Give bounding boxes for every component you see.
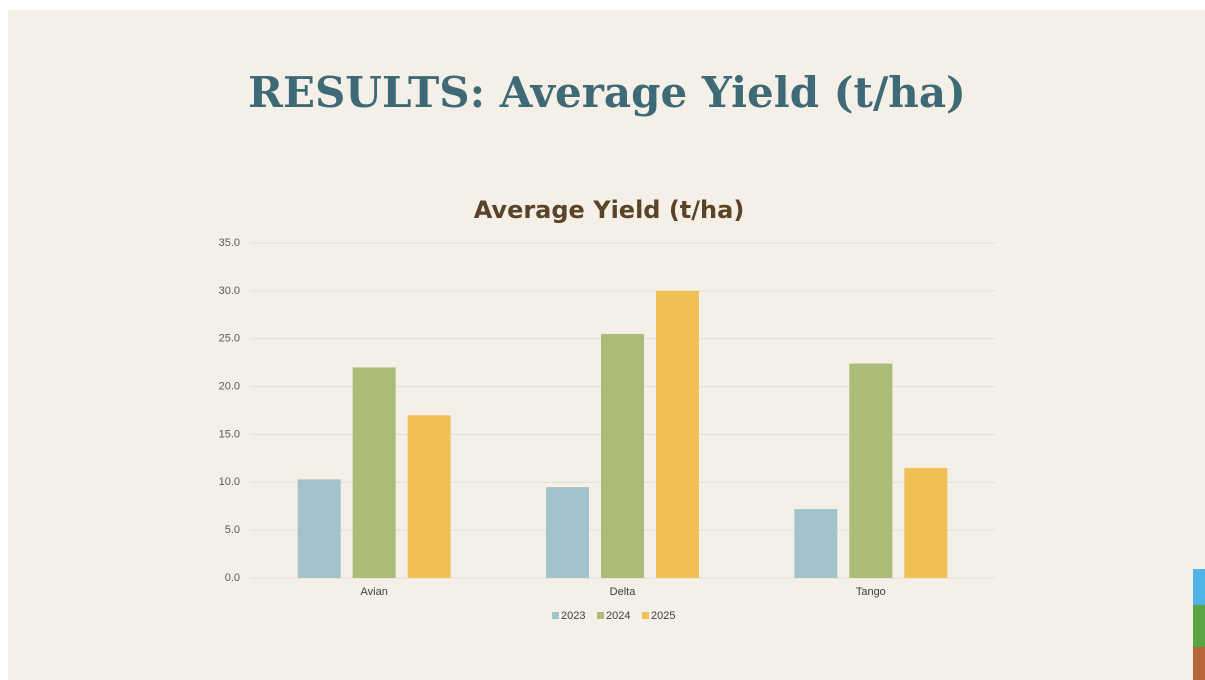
y-tick-label: 0.0 <box>225 572 240 584</box>
y-tick-label: 15.0 <box>219 428 240 440</box>
legend-swatch <box>597 612 604 619</box>
slide-title: RESULTS: Average Yield (t/ha) <box>248 68 966 117</box>
x-tick-label: Tango <box>856 586 886 598</box>
x-tick-label: Delta <box>610 586 637 598</box>
legend-label: 2025 <box>651 610 675 622</box>
bar <box>298 479 341 578</box>
y-tick-label: 35.0 <box>219 237 240 249</box>
chart-title: Average Yield (t/ha) <box>474 196 745 224</box>
y-tick-label: 10.0 <box>219 476 240 488</box>
legend-label: 2024 <box>606 610 630 622</box>
bar <box>408 415 451 578</box>
bar <box>353 367 396 578</box>
bar <box>601 334 644 578</box>
y-tick-label: 30.0 <box>219 285 240 297</box>
y-tick-label: 20.0 <box>219 380 240 392</box>
decor-grass <box>1193 605 1205 647</box>
bar <box>904 468 947 578</box>
legend-swatch <box>552 612 559 619</box>
bar <box>546 487 589 578</box>
bar <box>849 364 892 578</box>
bar <box>794 509 837 578</box>
legend-swatch <box>642 612 649 619</box>
slide: RESULTS: Average Yield (t/ha) Average Yi… <box>0 0 1205 680</box>
legend-label: 2023 <box>561 610 585 622</box>
decor-sky <box>1193 569 1205 605</box>
decor-soil <box>1193 647 1205 680</box>
x-tick-label: Avian <box>361 586 388 598</box>
y-tick-label: 25.0 <box>219 333 240 345</box>
y-tick-label: 5.0 <box>225 524 240 536</box>
bar <box>656 291 699 578</box>
